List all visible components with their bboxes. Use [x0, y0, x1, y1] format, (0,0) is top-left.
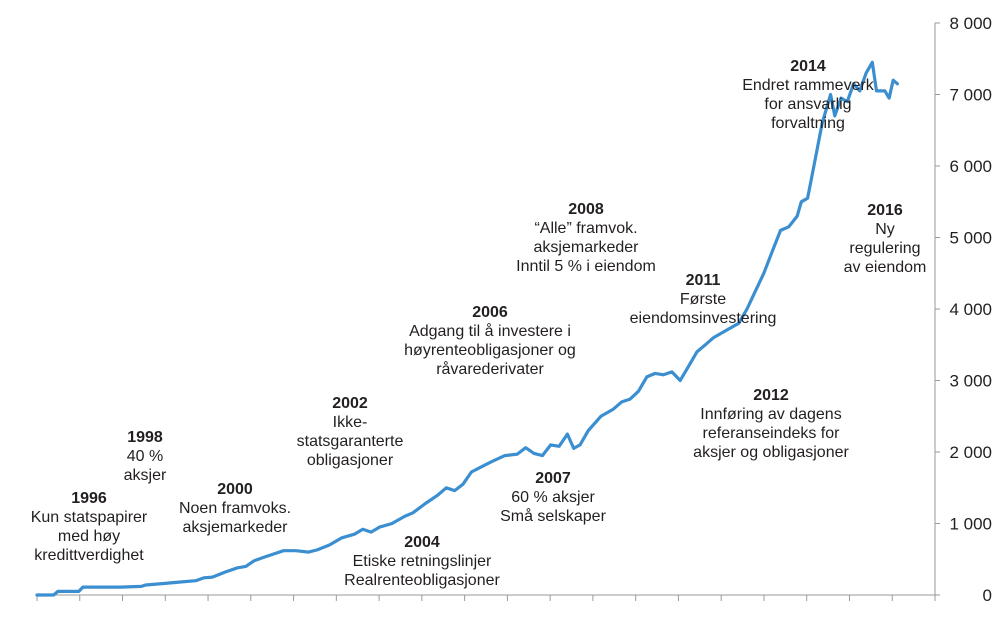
annotation-text: aksjer og obligasjoner — [693, 444, 849, 461]
series-line — [35, 60, 899, 597]
annotation-text: Etiske retningslinjer — [353, 553, 492, 570]
annotation-text: Kun statspapirer — [31, 509, 148, 526]
y-tick-label: 7 000 — [949, 86, 992, 105]
y-tick-label: 8 000 — [949, 14, 992, 33]
annotation-year: 2004 — [404, 534, 440, 551]
annotation-text: Inntil 5 % i eiendom — [516, 258, 656, 275]
annotation-text: råvarederivater — [436, 360, 544, 378]
annotation-text: Små selskaper — [500, 507, 606, 525]
annotation-text: Ikke- — [333, 414, 368, 431]
annotation-text: 40 % — [127, 448, 163, 465]
annotation-text: Første — [680, 291, 726, 308]
annotation-2004: 2004 Etiske retningslinjer Realrenteobliga… — [344, 534, 500, 589]
annotation-year: 2016 — [867, 202, 903, 219]
annotation-text: forvaltning — [771, 115, 845, 132]
annotation-text: aksjemarkeder — [534, 239, 640, 256]
annotation-text: regulering — [849, 240, 920, 257]
annotation-text: aksjemarkeder — [183, 519, 289, 536]
annotation-text: referanseindeks for — [703, 425, 841, 442]
annotation-text: Ny — [875, 221, 895, 238]
annotation-text: for ansvarlig — [764, 96, 851, 113]
y-tick-label: 2 000 — [949, 443, 992, 462]
annotation-year: 2000 — [217, 481, 253, 498]
annotation-text: Endret rammeverk — [742, 77, 875, 94]
annotation-text: 60 % aksjer — [511, 489, 595, 506]
annotation-text: statsgaranterte — [297, 433, 404, 450]
annotation-text: eiendomsinvestering — [630, 310, 777, 327]
y-tick-label: 1 000 — [949, 515, 992, 534]
annotation-year: 2002 — [332, 395, 368, 412]
annotation-2002: 2002 Ikke-statsgaranterte obligasjoner — [297, 395, 404, 469]
annotation-2011: 2011 Første eiendomsinvestering — [630, 272, 777, 327]
annotation-2016: 2016 Ny regulering av eiendom — [844, 202, 927, 276]
y-tick-label: 0 — [983, 586, 992, 605]
annotation-2000: 2000 Noen framvoks. aksjemarkeder — [179, 481, 291, 536]
annotation-text: med høy — [58, 528, 120, 545]
annotation-1996: 1996 Kun statspapirer med høy kredittverdig… — [31, 490, 148, 564]
annotation-text: av eiendom — [844, 259, 927, 276]
annotation-year: 1996 — [71, 490, 107, 507]
x-axis — [36, 594, 936, 601]
annotation-1998: 1998 40 % aksjer — [124, 429, 167, 484]
series-layer — [35, 60, 899, 597]
y-tick-label: 6 000 — [949, 157, 992, 176]
annotation-2012: 2012 Innføring av dagens referanseindeks f… — [693, 387, 849, 461]
annotation-text: “Alle” framvok. — [534, 220, 637, 237]
annotation-text: kredittverdighet — [34, 547, 144, 564]
annotation-year: 2011 — [686, 272, 721, 289]
annotation-text: obligasjoner — [307, 452, 394, 469]
y-tick-label: 4 000 — [949, 300, 992, 319]
annotation-text: Innføring av dagens — [700, 406, 841, 423]
annotation-layer: 1996 Kun statspapirer med høy kredittverdig… — [31, 58, 927, 589]
annotation-2008: 2008 “Alle” framvok. aksjemarkeder Inntil 5… — [516, 201, 656, 275]
annotation-text: høyrenteobligasjoner og — [404, 342, 576, 359]
annotation-year: 2008 — [568, 201, 604, 218]
annotation-text: Noen framvoks. — [179, 500, 291, 517]
annotation-year: 2007 — [535, 470, 571, 487]
annotation-year: 2012 — [753, 387, 789, 404]
annotation-text: Realrenteobligasjoner — [344, 572, 500, 589]
y-tick-label: 5 000 — [949, 229, 992, 248]
annotation-year: 2014 — [790, 58, 826, 75]
annotation-text: Adgang til å investere i — [409, 322, 571, 340]
annotation-year: 1998 — [127, 429, 163, 446]
y-tick-label: 3 000 — [949, 372, 992, 391]
annotation-text: aksjer — [124, 467, 167, 484]
annotation-2014: 2014 Endret rammeverk for ansvarlig forvalt… — [742, 58, 875, 132]
y-axis: 0 1 000 2 000 3 000 4 000 5 000 6 000 7 000 8 00… — [934, 14, 992, 605]
annotation-year: 2006 — [472, 304, 508, 321]
